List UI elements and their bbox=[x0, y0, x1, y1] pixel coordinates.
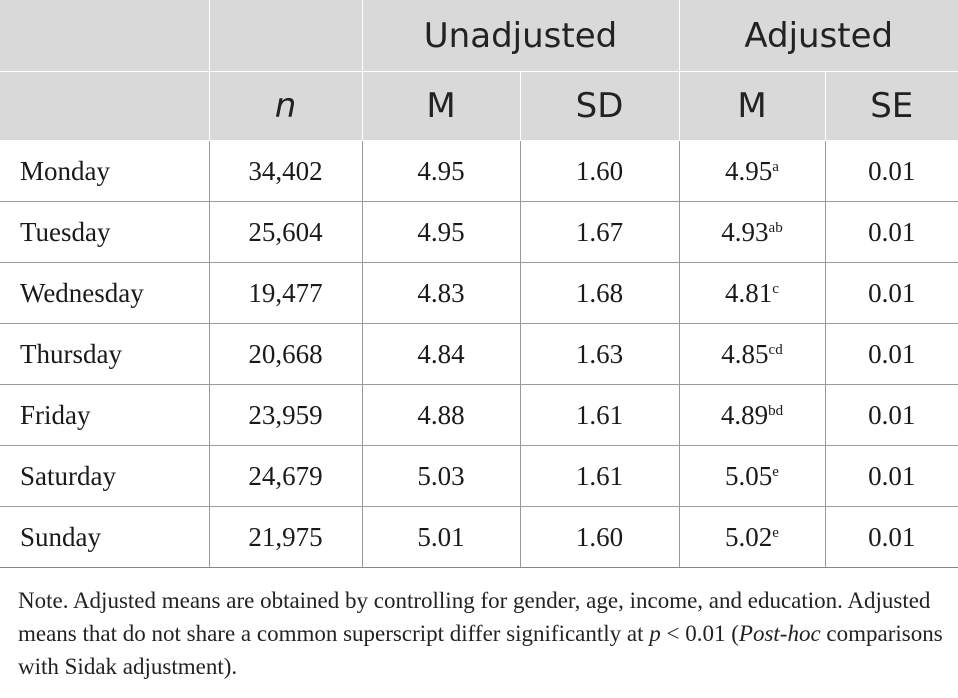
cell-unadjusted-sd: 1.68 bbox=[520, 262, 680, 324]
cell-n: 34,402 bbox=[209, 140, 363, 202]
cell-unadjusted-m: 4.88 bbox=[362, 384, 521, 446]
cell-unadjusted-sd: 1.61 bbox=[520, 445, 680, 507]
cell-n: 20,668 bbox=[209, 323, 363, 385]
significance-superscript: e bbox=[772, 463, 779, 480]
results-table: Unadjusted Adjusted n M SD M SE Monday 34… bbox=[0, 0, 958, 568]
adjusted-mean-value: 5.05 bbox=[725, 460, 773, 491]
table-row: Sunday 21,975 5.01 1.60 5.02e 0.01 bbox=[0, 506, 958, 568]
adjusted-mean-value: 4.85 bbox=[721, 338, 769, 369]
significance-superscript: e bbox=[772, 524, 779, 541]
note-p-label: p bbox=[649, 621, 661, 646]
note-text-2: < 0.01 ( bbox=[660, 621, 739, 646]
header-row-1: Unadjusted Adjusted bbox=[0, 0, 958, 72]
note-text-1: Note. Adjusted means are obtained by con… bbox=[18, 588, 931, 646]
significance-superscript: ab bbox=[768, 219, 783, 236]
adjusted-mean-value: 4.95 bbox=[725, 155, 773, 186]
cell-unadjusted-m: 5.03 bbox=[362, 445, 521, 507]
header-adjusted: Adjusted bbox=[679, 0, 958, 72]
cell-adjusted-se: 0.01 bbox=[825, 384, 958, 446]
note-posthoc: Post-hoc bbox=[738, 621, 821, 646]
cell-adjusted-se: 0.01 bbox=[825, 201, 958, 263]
table-row: Thursday 20,668 4.84 1.63 4.85cd 0.01 bbox=[0, 323, 958, 385]
header-adjusted-m: M bbox=[679, 71, 826, 141]
cell-adjusted-m: 4.89bd bbox=[679, 384, 826, 446]
cell-adjusted-se: 0.01 bbox=[825, 323, 958, 385]
table-note: Note. Adjusted means are obtained by con… bbox=[18, 584, 953, 683]
cell-day: Tuesday bbox=[0, 201, 210, 263]
header-blank-day bbox=[0, 0, 210, 72]
cell-unadjusted-m: 4.83 bbox=[362, 262, 521, 324]
table-row: Monday 34,402 4.95 1.60 4.95a 0.01 bbox=[0, 140, 958, 202]
cell-n: 21,975 bbox=[209, 506, 363, 568]
cell-day: Saturday bbox=[0, 445, 210, 507]
cell-day: Friday bbox=[0, 384, 210, 446]
cell-n: 19,477 bbox=[209, 262, 363, 324]
table-row: Saturday 24,679 5.03 1.61 5.05e 0.01 bbox=[0, 445, 958, 507]
cell-adjusted-m: 4.95a bbox=[679, 140, 826, 202]
cell-adjusted-m: 4.81c bbox=[679, 262, 826, 324]
cell-unadjusted-m: 4.95 bbox=[362, 140, 521, 202]
header-unadjusted-m: M bbox=[362, 71, 521, 141]
cell-adjusted-se: 0.01 bbox=[825, 445, 958, 507]
header-blank bbox=[0, 71, 210, 141]
note-text-3: comparisons with Sidak adjustment). bbox=[18, 621, 943, 679]
significance-superscript: c bbox=[772, 280, 779, 297]
cell-unadjusted-sd: 1.61 bbox=[520, 384, 680, 446]
adjusted-mean-value: 4.81 bbox=[725, 277, 773, 308]
cell-adjusted-m: 5.05e bbox=[679, 445, 826, 507]
adjusted-mean-value: 5.02 bbox=[725, 521, 773, 552]
cell-unadjusted-m: 4.84 bbox=[362, 323, 521, 385]
significance-superscript: bd bbox=[768, 402, 784, 419]
cell-unadjusted-sd: 1.60 bbox=[520, 506, 680, 568]
cell-adjusted-se: 0.01 bbox=[825, 506, 958, 568]
table-row: Friday 23,959 4.88 1.61 4.89bd 0.01 bbox=[0, 384, 958, 446]
header-adjusted-se: SE bbox=[825, 71, 958, 141]
header-row-2: n M SD M SE bbox=[0, 71, 958, 141]
header-unadjusted: Unadjusted bbox=[362, 0, 680, 72]
table-row: Wednesday 19,477 4.83 1.68 4.81c 0.01 bbox=[0, 262, 958, 324]
cell-n: 25,604 bbox=[209, 201, 363, 263]
table-row: Tuesday 25,604 4.95 1.67 4.93ab 0.01 bbox=[0, 201, 958, 263]
cell-adjusted-m: 4.85cd bbox=[679, 323, 826, 385]
cell-unadjusted-sd: 1.67 bbox=[520, 201, 680, 263]
header-n: n bbox=[209, 71, 363, 141]
cell-day: Monday bbox=[0, 140, 210, 202]
table-body: Monday 34,402 4.95 1.60 4.95a 0.01 Tuesday 25,6… bbox=[0, 140, 958, 568]
adjusted-mean-value: 4.89 bbox=[720, 399, 769, 430]
cell-day: Sunday bbox=[0, 506, 210, 568]
significance-superscript: a bbox=[772, 158, 779, 175]
cell-day: Thursday bbox=[0, 323, 210, 385]
cell-adjusted-se: 0.01 bbox=[825, 262, 958, 324]
cell-n: 23,959 bbox=[209, 384, 363, 446]
adjusted-mean-value: 4.93 bbox=[721, 216, 769, 247]
cell-adjusted-se: 0.01 bbox=[825, 140, 958, 202]
cell-unadjusted-sd: 1.63 bbox=[520, 323, 680, 385]
header-n-label: n bbox=[274, 86, 297, 126]
cell-adjusted-m: 5.02e bbox=[679, 506, 826, 568]
cell-adjusted-m: 4.93ab bbox=[679, 201, 826, 263]
cell-unadjusted-sd: 1.60 bbox=[520, 140, 680, 202]
significance-superscript: cd bbox=[768, 341, 783, 358]
cell-unadjusted-m: 4.95 bbox=[362, 201, 521, 263]
cell-n: 24,679 bbox=[209, 445, 363, 507]
cell-unadjusted-m: 5.01 bbox=[362, 506, 521, 568]
header-unadjusted-sd: SD bbox=[520, 71, 680, 141]
cell-day: Wednesday bbox=[0, 262, 210, 324]
header-blank-n bbox=[209, 0, 363, 72]
